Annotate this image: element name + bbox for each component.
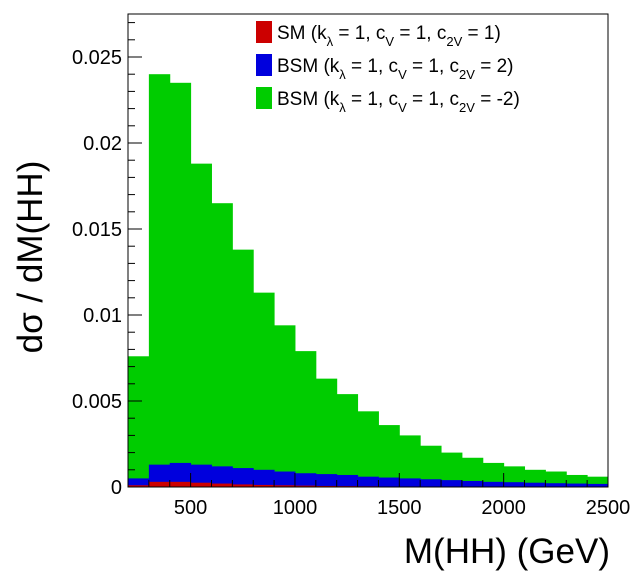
bar-series-2-bin-5 — [232, 484, 254, 487]
bar-series-0-bin-12 — [378, 425, 400, 487]
x-axis-label: M(HH) (GeV) — [404, 532, 610, 571]
bar-series-0-bin-13 — [399, 435, 421, 487]
x-tick-label: 500 — [174, 497, 207, 519]
legend-swatch — [256, 87, 272, 109]
legend-swatch — [256, 54, 272, 76]
x-tick-label: 2500 — [586, 497, 631, 519]
bar-series-2-bin-9 — [315, 485, 338, 487]
y-tick-label: 0.025 — [72, 47, 122, 69]
plot-frame — [127, 13, 609, 488]
legend-entry-label: BSM (kλ = 1, cV = 1, c2V = 2) — [277, 56, 513, 82]
histogram-bars — [128, 74, 609, 488]
x-tick-label: 1000 — [273, 497, 318, 519]
bar-series-1-bin-2 — [169, 462, 192, 487]
bar-series-1-bin-7 — [274, 471, 296, 487]
bar-series-2-bin-2 — [169, 481, 192, 487]
bar-series-1-bin-10 — [336, 474, 359, 487]
y-tick-label: 0.02 — [83, 133, 122, 155]
bar-series-1-bin-17 — [482, 481, 505, 487]
legend: SM (kλ = 1, cV = 1, c2V = 1) BSM (kλ = 1,… — [256, 21, 520, 115]
bar-series-0-bin-22 — [587, 476, 609, 487]
bar-series-2-bin-6 — [253, 484, 275, 487]
legend-entry-label: SM (kλ = 1, cV = 1, c2V = 1) — [277, 23, 501, 49]
bar-series-0-bin-3 — [190, 163, 212, 487]
bar-series-1-bin-15 — [441, 480, 463, 487]
x-axis-ticks: 500 1000 1500 2000 2500 — [148, 473, 631, 519]
bar-series-0-bin-7 — [274, 325, 296, 487]
bar-series-1-bin-9 — [315, 474, 338, 487]
bar-series-0-bin-16 — [461, 457, 484, 487]
bar-series-1-bin-22 — [587, 483, 609, 487]
bar-series-1-bin-1 — [148, 464, 171, 487]
bar-series-2-bin-4 — [211, 483, 233, 487]
bar-series-1-bin-16 — [461, 480, 484, 487]
bar-series-0-bin-6 — [253, 292, 275, 487]
bar-series-0-bin-20 — [545, 471, 567, 487]
legend-swatch — [256, 21, 272, 43]
bar-series-0-bin-9 — [315, 378, 338, 487]
bar-series-2-bin-7 — [274, 485, 296, 487]
y-tick-label: 0.005 — [72, 391, 122, 413]
bar-series-1-bin-3 — [190, 464, 212, 487]
bar-series-0-bin-8 — [294, 351, 317, 487]
bar-series-1-bin-12 — [378, 477, 400, 487]
bar-series-0-bin-14 — [420, 445, 442, 487]
y-tick-label: 0.01 — [83, 305, 122, 327]
bar-series-0-bin-4 — [211, 203, 233, 487]
bar-series-2-bin-8 — [294, 485, 317, 487]
y-tick-label: 0 — [111, 477, 122, 499]
y-axis-label: dσ / dM(HH) — [11, 161, 50, 354]
y-axis-ticks: 0 0.005 0.01 0.015 0.02 0.025 — [72, 22, 142, 499]
bar-series-1-bin-5 — [232, 468, 254, 487]
bar-series-0-bin-0 — [128, 356, 150, 487]
bar-series-1-bin-0 — [128, 478, 150, 487]
bar-series-0-bin-11 — [357, 411, 379, 487]
bar-series-0-bin-1 — [148, 74, 171, 487]
bar-series-0-bin-2 — [169, 82, 192, 488]
bar-series-0-bin-17 — [482, 462, 505, 487]
bar-series-1-bin-4 — [211, 466, 233, 487]
bar-series-1-bin-14 — [420, 479, 442, 487]
bar-series-2-bin-3 — [190, 482, 212, 487]
bar-series-0-bin-18 — [503, 466, 526, 487]
legend-entry-label: BSM (kλ = 1, cV = 1, c2V = -2) — [277, 89, 520, 115]
bar-series-1-bin-8 — [294, 473, 317, 487]
bar-series-1-bin-18 — [503, 482, 526, 487]
bar-series-2-bin-0 — [128, 485, 150, 487]
bar-series-2-bin-1 — [148, 481, 171, 487]
bar-series-1-bin-19 — [524, 482, 546, 487]
bar-series-1-bin-13 — [399, 478, 421, 487]
y-tick-label: 0.015 — [72, 219, 122, 241]
bar-series-1-bin-11 — [357, 476, 379, 487]
bar-series-0-bin-15 — [441, 452, 463, 487]
bar-series-1-bin-20 — [545, 483, 567, 487]
bar-series-0-bin-5 — [232, 249, 254, 487]
x-tick-label: 1500 — [377, 497, 422, 519]
bar-series-1-bin-6 — [253, 469, 275, 487]
bar-series-0-bin-10 — [336, 394, 359, 487]
x-tick-label: 2000 — [481, 497, 526, 519]
bar-series-1-bin-21 — [566, 483, 588, 487]
